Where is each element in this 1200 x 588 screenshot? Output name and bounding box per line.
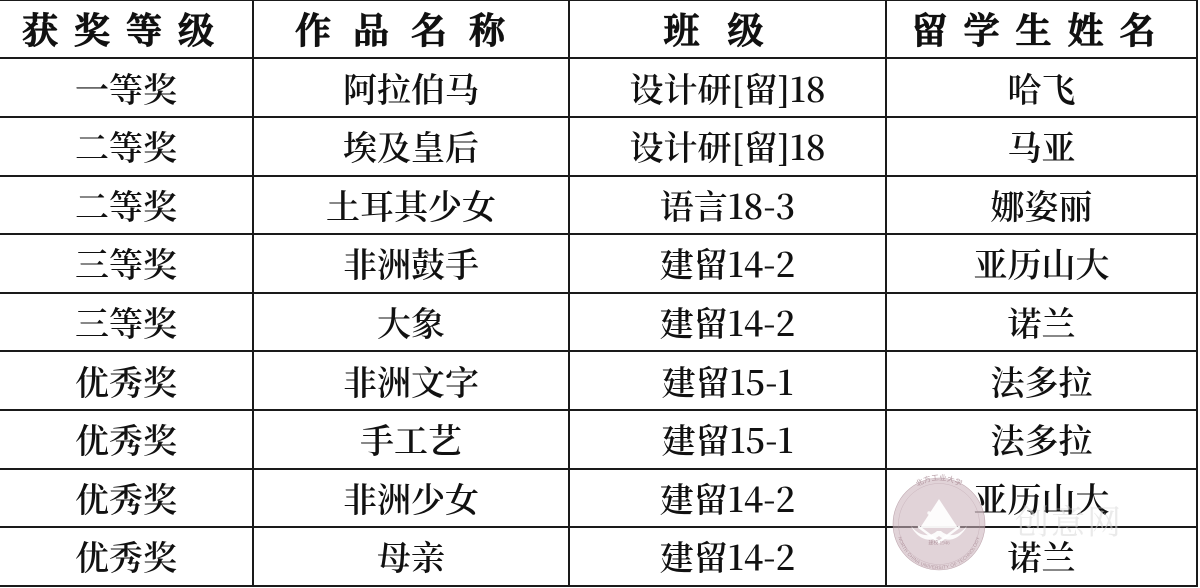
svg-text:建校 1946: 建校 1946 xyxy=(928,540,950,547)
